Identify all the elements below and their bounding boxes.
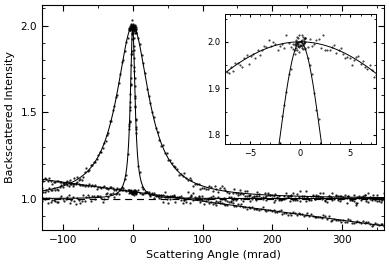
Y-axis label: Backscattered Intensity: Backscattered Intensity [5,51,15,183]
X-axis label: Scattering Angle (mrad): Scattering Angle (mrad) [145,250,280,260]
